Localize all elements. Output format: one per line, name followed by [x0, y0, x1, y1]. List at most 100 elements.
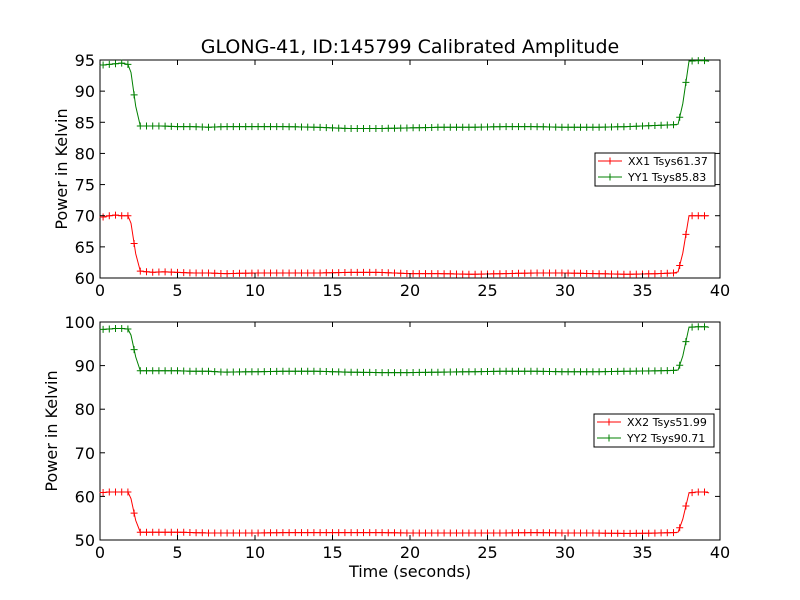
series-point-yy1 — [657, 121, 665, 129]
series-point-yy1 — [186, 123, 194, 131]
series-point-yy1 — [688, 57, 696, 65]
series-point-yy2 — [180, 367, 188, 375]
series-point-yy2 — [167, 367, 175, 375]
series-point-yy1 — [577, 123, 584, 131]
series-point-yy1 — [316, 123, 324, 131]
series-point-yy2 — [620, 367, 628, 375]
series-point-xx2 — [688, 489, 696, 497]
series-point-yy2 — [701, 323, 708, 331]
series-point-xx2 — [682, 502, 690, 510]
series-point-yy2 — [329, 368, 336, 376]
series-point-xx2 — [595, 529, 603, 537]
series-point-xx2 — [180, 528, 188, 536]
series-point-yy1 — [645, 122, 653, 130]
bottom-x-tick-label: 35 — [632, 543, 652, 562]
series-point-xx2 — [341, 529, 349, 537]
series-point-yy1 — [192, 123, 200, 131]
series-point-yy1 — [236, 123, 243, 131]
bottom-y-tick-label: 50 — [75, 531, 95, 550]
series-point-yy1 — [248, 123, 256, 131]
series-point-yy2 — [112, 325, 119, 332]
series-point-yy1 — [471, 123, 479, 131]
bottom-y-tick-label: 80 — [75, 400, 95, 419]
bottom-x-tick-label: 10 — [245, 543, 265, 562]
series-point-xx1 — [651, 270, 659, 278]
series-point-yy2 — [508, 367, 516, 375]
series-point-xx2 — [391, 529, 398, 537]
series-point-yy2 — [236, 368, 243, 376]
series-point-yy2 — [397, 369, 405, 377]
series-point-xx1 — [477, 270, 485, 278]
series-point-xx1 — [124, 212, 132, 220]
series-point-yy2 — [161, 367, 169, 375]
series-point-yy1 — [285, 123, 293, 131]
series-point-xx1 — [341, 269, 349, 276]
series-point-yy2 — [657, 367, 665, 375]
series-point-xx1 — [626, 270, 634, 278]
series-point-xx2 — [701, 488, 708, 496]
series-point-yy2 — [372, 369, 380, 376]
series-point-yy2 — [663, 367, 671, 375]
series-point-yy1 — [583, 123, 591, 131]
chart-title: GLONG-41, ID:145799 Calibrated Amplitude — [201, 36, 619, 58]
series-point-yy2 — [502, 367, 510, 375]
series-point-yy1 — [570, 123, 578, 131]
series-point-yy1 — [223, 123, 231, 131]
series-point-yy1 — [229, 123, 237, 131]
series-point-xx2 — [508, 529, 516, 537]
series-point-yy1 — [502, 123, 510, 131]
top-panel: 0 5 10 15 20 25 30 35 40 60 65 70 75 80 85 90 95 Power i… — [52, 51, 730, 300]
bottom-y-axis-label: Power in Kelvin — [42, 370, 61, 491]
series-point-xx2 — [217, 529, 225, 537]
series-point-yy1 — [651, 122, 659, 129]
series-point-xx1 — [663, 269, 671, 277]
series-point-xx1 — [682, 230, 690, 238]
top-y-tick-label: 85 — [75, 113, 95, 132]
series-point-yy1 — [372, 125, 380, 132]
bottom-x-tick-label: 5 — [172, 543, 182, 562]
series-point-xx1 — [595, 270, 603, 278]
series-point-yy1 — [403, 124, 411, 132]
series-point-xx2 — [515, 529, 522, 537]
series-point-xx2 — [539, 529, 547, 537]
series-point-xx1 — [688, 212, 696, 220]
top-y-axis-label: Power in Kelvin — [52, 108, 71, 229]
series-point-xx1 — [434, 270, 442, 278]
series-point-xx2 — [372, 529, 380, 537]
series-point-xx1 — [130, 240, 138, 247]
series-point-xx2 — [304, 529, 312, 537]
series-point-yy1 — [527, 123, 535, 131]
series-point-xx2 — [415, 529, 423, 537]
series-point-yy2 — [477, 368, 485, 376]
series-point-xx2 — [99, 489, 107, 496]
series-point-xx1 — [186, 269, 194, 277]
series-point-xx2 — [242, 529, 250, 537]
top-x-tick-label: 0 — [95, 281, 105, 300]
series-point-yy2 — [205, 367, 212, 375]
series-point-xx1 — [229, 270, 237, 277]
series-point-yy1 — [143, 122, 150, 130]
series-point-xx1 — [657, 270, 665, 277]
series-point-yy2 — [595, 368, 603, 376]
series-point-xx2 — [583, 529, 591, 537]
series-point-xx1 — [397, 269, 405, 277]
series-point-yy1 — [496, 123, 504, 131]
series-point-xx1 — [490, 270, 498, 278]
series-point-yy2 — [186, 367, 194, 375]
series-point-yy2 — [353, 368, 361, 376]
series-point-xx2 — [558, 529, 566, 537]
series-point-xx2 — [632, 529, 640, 537]
top-x-tick-label: 35 — [632, 281, 652, 300]
series-point-yy1 — [174, 123, 181, 131]
series-point-xx2 — [676, 524, 684, 532]
series-point-yy1 — [260, 123, 268, 131]
series-point-xx2 — [651, 529, 659, 537]
series-point-xx2 — [254, 529, 262, 537]
series-point-yy1 — [620, 123, 628, 131]
series-point-yy1 — [149, 122, 157, 130]
series-point-yy2 — [174, 367, 181, 375]
series-point-xx1 — [217, 270, 225, 277]
series-point-xx2 — [645, 529, 653, 537]
series-point-yy1 — [694, 57, 702, 65]
series-point-yy1 — [217, 123, 225, 131]
